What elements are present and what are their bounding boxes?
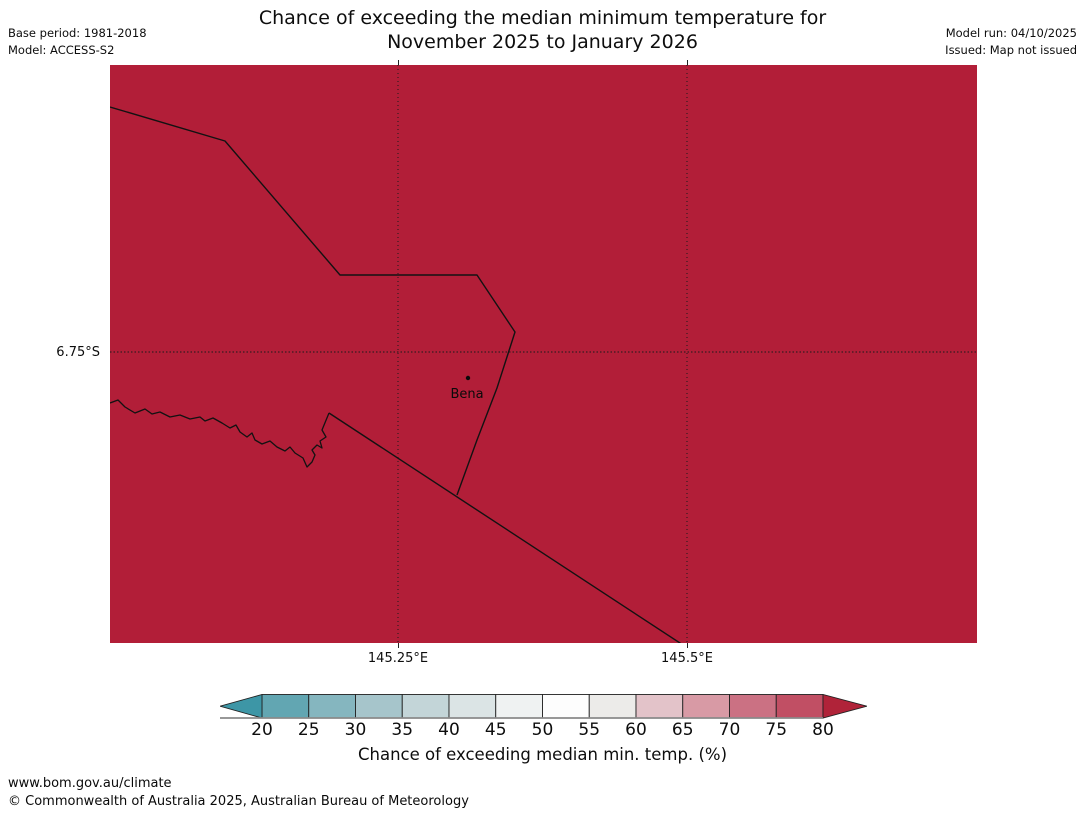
page-title-line1: Chance of exceeding the median minimum t…: [258, 7, 827, 29]
colorbar-tick-label: 55: [578, 720, 601, 740]
colorbar-segment: [495, 694, 543, 719]
website-url-text: www.bom.gov.au/climate: [8, 776, 172, 791]
colorbar-segment: [308, 694, 356, 719]
colorbar-segments: [261, 694, 824, 719]
bottom-tickmark-145-5E: [687, 643, 688, 648]
map-boundary-line: [110, 106, 516, 496]
top-tickmark-145-25E: [398, 60, 399, 65]
colorbar-tick-label: 60: [625, 720, 647, 740]
colorbar: 20 25 30 35 40 45 50 55 60 65 70 75 80: [218, 693, 869, 744]
colorbar-segment: [355, 694, 403, 719]
page-title: Chance of exceeding the median minimum t…: [0, 7, 1085, 54]
colorbar-tick-label: 20: [251, 720, 273, 740]
colorbar-tick-label: 45: [484, 720, 507, 740]
colorbar-segment: [682, 694, 730, 719]
colorbar-left-arrow: [218, 693, 263, 719]
run-info: Model run: 04/10/2025 Issued: Map not is…: [945, 25, 1077, 59]
model-name-text: Model: ACCESS-S2: [8, 43, 115, 57]
colorbar-segment: [401, 694, 450, 719]
model-info: Base period: 1981-2018 Model: ACCESS-S2: [8, 25, 147, 59]
copyright-text: © Commonwealth of Australia 2025, Austra…: [8, 794, 469, 809]
colorbar-tick-label: 50: [531, 720, 554, 740]
colorbar-tick-label: 80: [812, 720, 834, 740]
x-axis-tick-label-145-25E: 145.25°E: [367, 651, 429, 666]
issued-text: Issued: Map not issued: [945, 43, 1077, 57]
map-river-line: [110, 399, 330, 468]
colorbar-tick-label: 40: [438, 720, 460, 740]
colorbar-right-arrow: [822, 693, 869, 719]
base-period-text: Base period: 1981-2018: [8, 26, 147, 40]
town-marker-dot: [465, 375, 471, 381]
y-axis-tick-label: 6.75°S: [56, 345, 100, 360]
map-diagonal-boundary-line: [328, 412, 682, 643]
colorbar-segment: [635, 694, 684, 719]
colorbar-label: Chance of exceeding median min. temp. (%…: [357, 745, 728, 764]
top-tickmark-145-5E: [687, 60, 688, 65]
colorbar-tick-label: 70: [718, 720, 741, 740]
map-overlay-svg: [110, 65, 977, 643]
colorbar-segment: [588, 694, 637, 719]
bottom-tickmark-145-25E: [398, 643, 399, 648]
colorbar-tick-label: 30: [344, 720, 367, 740]
map-canvas: Bena: [110, 65, 977, 643]
colorbar-tick-label: 65: [671, 720, 694, 740]
colorbar-tick-label: 25: [297, 720, 320, 740]
x-axis-tick-label-145-5E: 145.5°E: [661, 651, 713, 666]
colorbar-segment: [775, 694, 824, 719]
colorbar-segment: [542, 694, 590, 719]
town-label: Bena: [450, 387, 484, 402]
colorbar-segment: [448, 694, 497, 719]
colorbar-tick-label: 75: [765, 720, 788, 740]
colorbar-tick-label: 35: [391, 720, 414, 740]
model-run-text: Model run: 04/10/2025: [945, 26, 1077, 40]
colorbar-svg: [218, 693, 869, 719]
colorbar-segment: [261, 694, 310, 719]
colorbar-segment: [729, 694, 777, 719]
page-title-line2: November 2025 to January 2026: [387, 30, 698, 53]
